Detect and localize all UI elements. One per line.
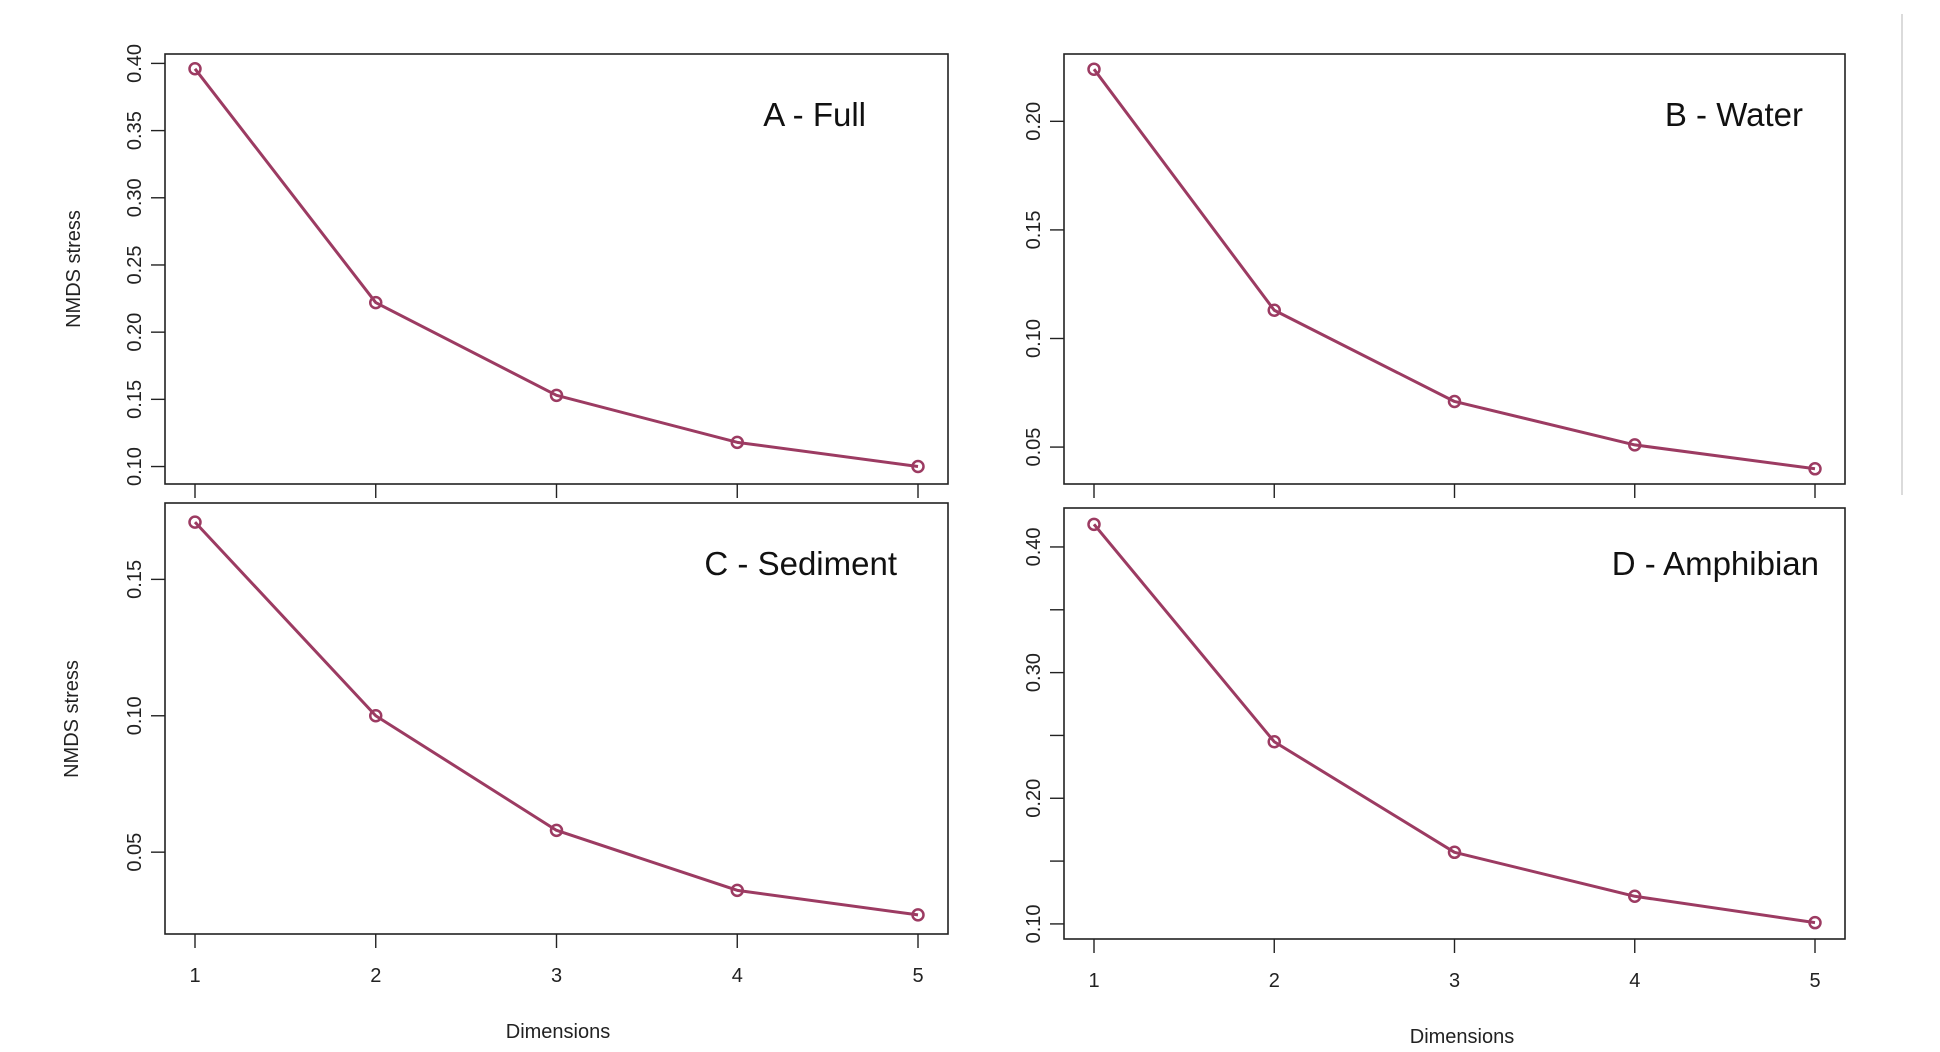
y-tick-label: 0.25	[124, 246, 146, 285]
y-tick-label: 0.15	[124, 380, 146, 419]
data-point	[369, 295, 383, 310]
x-tick-label: 5	[912, 965, 923, 987]
data-point	[1267, 303, 1281, 318]
data-point	[911, 908, 925, 922]
x-tick-label: 3	[551, 965, 562, 987]
data-point	[1447, 845, 1462, 860]
series-line	[1092, 68, 1816, 471]
y-tick-label: 0.15	[1023, 210, 1045, 249]
x-tick-label: 2	[1269, 970, 1280, 992]
data-point	[1628, 889, 1642, 904]
y-tick-label: 0.10	[1023, 319, 1045, 358]
y-tick-label: 0.20	[124, 313, 146, 352]
y-axis-title: NMDS stress	[61, 660, 83, 778]
panel-title: B - Water	[1665, 96, 1803, 133]
panel-title: D - Amphibian	[1612, 545, 1819, 582]
x-tick-label: 4	[732, 965, 743, 987]
y-tick-label: 0.10	[124, 447, 146, 486]
data-point	[549, 388, 564, 403]
data-point	[369, 709, 383, 723]
data-point	[1447, 394, 1462, 409]
panel-title: A - Full	[763, 96, 866, 133]
data-point	[1087, 62, 1101, 76]
data-point	[549, 823, 564, 838]
y-tick-label: 0.30	[124, 178, 146, 217]
data-point	[730, 435, 744, 450]
series-line	[193, 521, 919, 917]
y-tick-label: 0.40	[124, 44, 146, 83]
data-point	[1087, 517, 1101, 532]
data-point	[188, 62, 202, 76]
x-tick-label: 1	[1088, 970, 1099, 992]
y-tick-label: 0.05	[124, 833, 146, 872]
y-tick-label: 0.10	[1023, 904, 1045, 943]
series-line	[193, 67, 919, 469]
x-tick-label: 1	[189, 965, 200, 987]
y-tick-label: 0.30	[1023, 653, 1045, 692]
x-tick-label: 2	[370, 965, 381, 987]
x-tick-label: 3	[1449, 970, 1460, 992]
y-tick-label: 0.05	[1023, 428, 1045, 467]
x-axis-title: Dimensions	[1410, 1026, 1514, 1048]
y-tick-label: 0.35	[124, 111, 146, 150]
y-axis-title: NMDS stress	[63, 210, 85, 328]
series-line	[1092, 523, 1816, 925]
data-point	[1808, 462, 1822, 476]
data-point	[730, 883, 744, 898]
data-point	[1808, 915, 1822, 930]
panel-c: 0.05 0.10 0.15 1 2 3 4 5 C - Sediment NMDS stress…	[61, 502, 949, 1043]
data-point	[188, 515, 202, 529]
y-tick-label: 0.40	[1023, 527, 1045, 566]
x-tick-label: 4	[1629, 970, 1640, 992]
panel-b: 0.05 0.10 0.15 0.20 B - Water	[1023, 53, 1846, 498]
data-point	[1628, 438, 1642, 452]
y-tick-label: 0.20	[1023, 779, 1045, 818]
y-tick-label: 0.20	[1023, 102, 1045, 141]
data-point	[911, 459, 925, 474]
x-axis-title: Dimensions	[506, 1021, 610, 1043]
panel-title: C - Sediment	[704, 545, 897, 582]
y-tick-label: 0.10	[124, 696, 146, 735]
panel-d: 0.10 0.20 0.30 0.40 1 2 3 4 5 D - Amphibian Dimens…	[1023, 507, 1846, 1048]
y-tick-label: 0.15	[124, 560, 146, 599]
panel-a: 0.10 0.15 0.20 0.25 0.30 0.35 0.40 A - Full NMDS…	[63, 44, 949, 498]
x-tick-label: 5	[1809, 970, 1820, 992]
data-point	[1267, 734, 1281, 749]
